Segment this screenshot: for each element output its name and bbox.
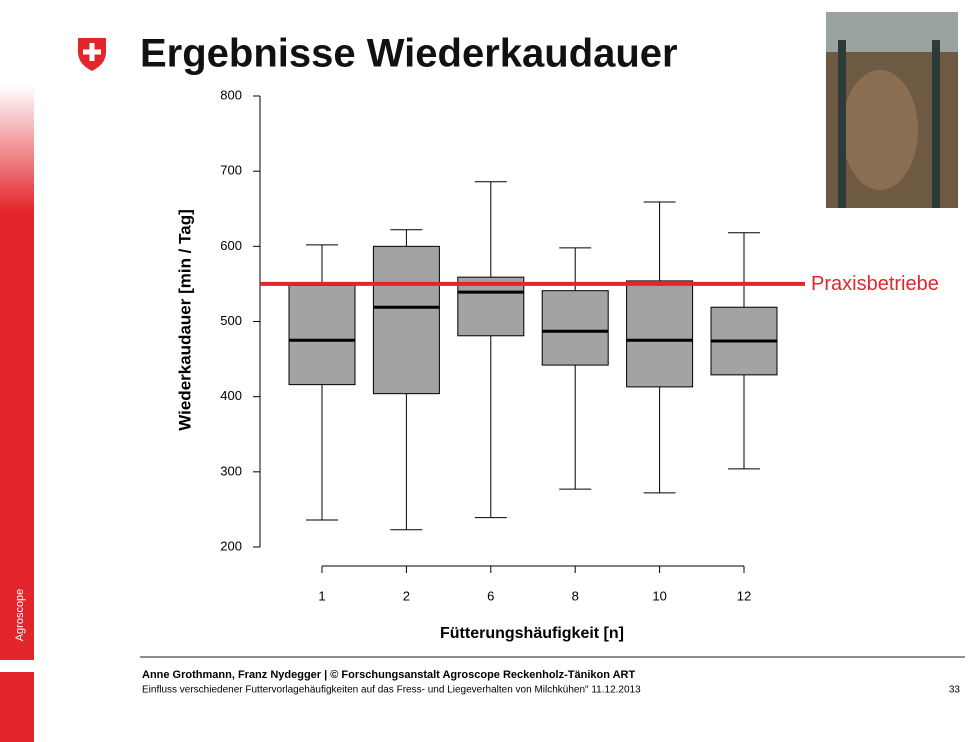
x-axis-label: Fütterungshäufigkeit [n]	[440, 625, 624, 642]
box	[626, 280, 694, 388]
y-tick-label: 700	[220, 163, 242, 178]
x-tick-label: 6	[487, 588, 494, 603]
y-tick-label: 400	[220, 388, 242, 403]
x-tick-label: 12	[737, 588, 751, 603]
y-tick-label: 300	[220, 463, 242, 478]
y-tick-label: 200	[220, 538, 242, 553]
y-tick-label: 800	[220, 87, 242, 102]
reference-label: Praxisbetriebe	[811, 273, 939, 295]
box	[541, 290, 609, 366]
side-bar	[0, 85, 34, 660]
x-tick-label: 1	[318, 588, 325, 603]
footer-subtitle: Einfluss verschiedener Futtervorlagehäuf…	[142, 685, 641, 696]
swiss-logo	[78, 38, 106, 71]
y-tick-label: 600	[220, 238, 242, 253]
footer-authors: Anne Grothmann, Franz Nydegger | © Forsc…	[142, 669, 635, 681]
y-axis-label: Wiederkaudauer [min / Tag]	[175, 209, 194, 431]
page-number: 33	[949, 685, 961, 696]
x-tick-label: 10	[652, 588, 666, 603]
photo	[826, 12, 958, 208]
x-tick-label: 2	[403, 588, 410, 603]
slide-title: Ergebnisse Wiederkaudauer	[140, 32, 678, 76]
side-bar-bottom	[0, 672, 34, 742]
box	[372, 245, 440, 395]
brand: Agroscope	[14, 589, 26, 642]
y-tick-label: 500	[220, 313, 242, 328]
x-tick-label: 8	[572, 588, 579, 603]
box	[288, 284, 356, 386]
box	[457, 276, 525, 337]
